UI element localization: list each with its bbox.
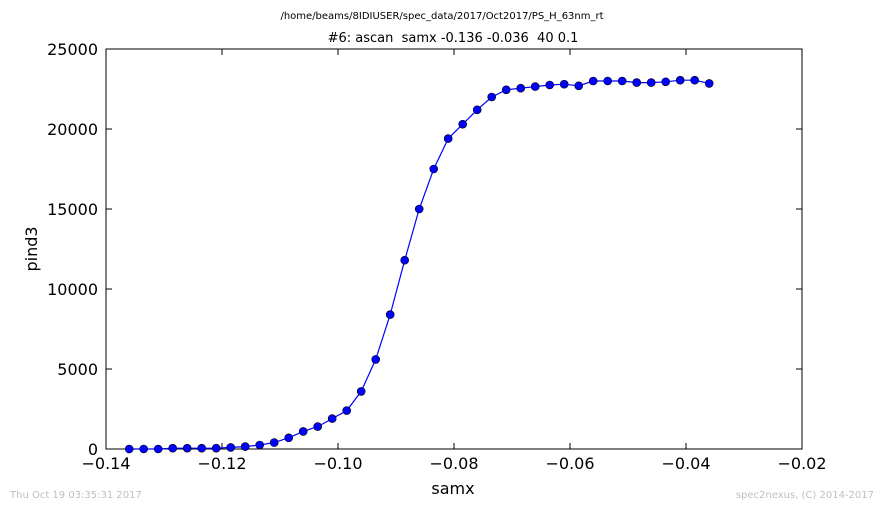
data-point bbox=[153, 444, 163, 454]
x-tick-label: −0.12 bbox=[197, 454, 246, 473]
data-point bbox=[443, 134, 453, 143]
data-point bbox=[298, 427, 308, 436]
footer-credit: spec2nexus, (C) 2014-2017 bbox=[736, 490, 874, 501]
data-point bbox=[284, 433, 294, 443]
x-axis-label: samx bbox=[431, 479, 474, 498]
data-point bbox=[124, 444, 134, 454]
data-point bbox=[661, 77, 671, 87]
data-point bbox=[516, 83, 526, 93]
data-point bbox=[385, 310, 395, 319]
x-tick-label: −0.04 bbox=[661, 454, 710, 473]
y-tick-label: 5000 bbox=[57, 360, 98, 379]
data-point bbox=[168, 443, 177, 453]
data-point bbox=[139, 444, 148, 454]
data-point bbox=[545, 80, 555, 90]
y-tick-label: 20000 bbox=[47, 120, 98, 139]
data-point bbox=[429, 164, 439, 174]
footer-timestamp: Thu Oct 19 03:35:31 2017 bbox=[9, 490, 142, 501]
data-point bbox=[559, 79, 569, 89]
data-point bbox=[487, 92, 497, 102]
y-tick-label: 25000 bbox=[47, 40, 98, 59]
x-tick-label: −0.14 bbox=[81, 454, 130, 473]
data-point bbox=[211, 443, 221, 453]
data-point bbox=[704, 79, 714, 88]
data-point bbox=[690, 75, 700, 85]
data-point bbox=[458, 119, 468, 129]
data-point bbox=[588, 76, 598, 86]
x-tick-label: −0.08 bbox=[429, 454, 478, 473]
data-point bbox=[226, 443, 235, 452]
y-tick-label: 0 bbox=[88, 440, 98, 459]
data-point bbox=[182, 443, 192, 453]
data-point bbox=[632, 78, 642, 87]
y-tick-label: 15000 bbox=[47, 200, 98, 219]
data-point bbox=[371, 355, 381, 364]
data-point bbox=[574, 81, 584, 91]
y-axis-label: pind3 bbox=[22, 226, 41, 271]
chart-title: #6: ascan samx -0.136 -0.036 40 0.1 bbox=[328, 31, 579, 46]
data-point bbox=[617, 76, 627, 86]
data-point bbox=[327, 414, 337, 423]
data-point bbox=[472, 105, 482, 115]
data-point bbox=[675, 75, 685, 85]
file-path-title: /home/beams/8IDIUSER/spec_data/2017/Oct2… bbox=[280, 11, 603, 22]
data-point bbox=[240, 442, 250, 451]
data-point bbox=[400, 255, 410, 265]
data-point bbox=[646, 78, 656, 87]
plot-area: −0.14 −0.12 −0.10 −0.08 −0.06 −0.04 −0.02 0 5000… bbox=[47, 40, 826, 473]
data-point bbox=[356, 387, 366, 396]
data-point bbox=[255, 440, 265, 450]
data-point bbox=[197, 443, 206, 453]
x-tick-label: −0.02 bbox=[777, 454, 826, 473]
axes-frame bbox=[105, 48, 803, 450]
data-point bbox=[414, 204, 424, 214]
data-point bbox=[530, 82, 540, 91]
y-tick-label: 10000 bbox=[47, 280, 98, 299]
data-point bbox=[603, 76, 613, 86]
data-point bbox=[501, 85, 511, 95]
x-tick-label: −0.10 bbox=[313, 454, 362, 473]
data-point bbox=[313, 422, 323, 431]
data-point bbox=[342, 406, 352, 415]
data-point bbox=[269, 438, 279, 447]
x-tick-label: −0.06 bbox=[545, 454, 594, 473]
series-line bbox=[129, 79, 710, 450]
